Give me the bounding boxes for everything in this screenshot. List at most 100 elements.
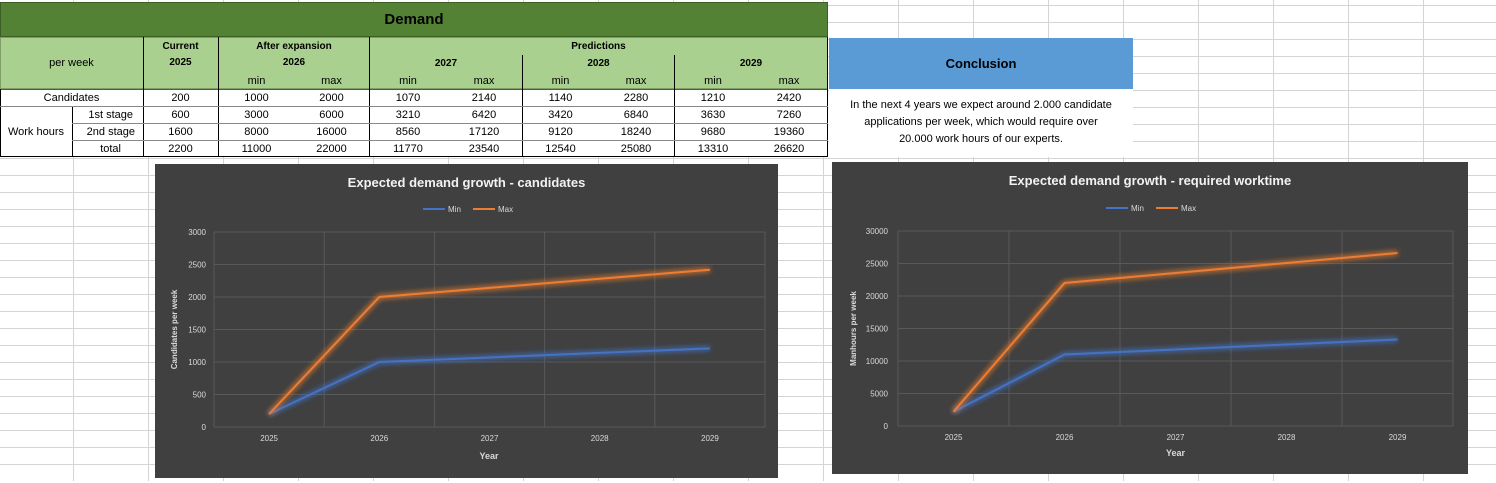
stage2-cell[interactable]: 16000 [316,125,347,138]
total-cell[interactable]: 22000 [316,142,347,155]
y-tick-label: 5000 [870,390,888,399]
max-header[interactable]: max [625,74,647,87]
stage2-cell[interactable]: 9120 [548,125,573,138]
x-tick-label: 2029 [701,434,719,443]
y-tick-label: 3000 [188,228,206,237]
x-tick-label: 2027 [1167,433,1185,442]
y-tick-label: 25000 [866,260,889,269]
year-2027-header[interactable]: 2027 [434,58,458,69]
candidates-cell[interactable]: 2420 [776,91,802,104]
min-header[interactable]: min [247,74,266,87]
candidates-cell[interactable]: 1210 [700,91,726,104]
predictions-header[interactable]: Predictions [571,41,626,52]
stage2-cell[interactable]: 9680 [700,125,726,138]
candidates-cell[interactable]: 2280 [623,91,649,104]
legend-label[interactable]: Max [498,205,513,214]
conclusion-line-2: applications per week, which would requi… [864,116,1098,128]
min-header[interactable]: min [551,74,570,87]
candidates-cell[interactable]: 1140 [548,91,573,104]
x-tick-label: 2029 [1389,433,1407,442]
conclusion-line-1: In the next 4 years we expect around 2.0… [850,99,1112,111]
expansion-year-header[interactable]: 2026 [282,57,306,68]
total-row-label[interactable]: total [100,142,121,155]
max-header[interactable]: max [778,74,800,87]
total-cell[interactable]: 11000 [241,142,272,155]
candidates-cell[interactable]: 200 [171,91,190,104]
stage2-row-label[interactable]: 2nd stage [86,125,135,138]
stage1-cell[interactable]: 6840 [623,108,649,121]
stage2-cell[interactable]: 19360 [773,125,805,138]
x-tick-label: 2025 [945,433,963,442]
per-week-header[interactable]: per week [49,57,94,69]
total-cell[interactable]: 13310 [697,142,729,155]
series-min-line[interactable] [268,347,710,415]
total-cell[interactable]: 11770 [393,142,423,155]
x-tick-label: 2027 [481,434,499,443]
stage2-cell[interactable]: 17120 [468,125,500,138]
stage1-cell[interactable]: 3630 [700,108,726,121]
series-min-line[interactable] [953,338,1398,413]
y-tick-label: 1500 [188,326,206,335]
total-cell[interactable]: 23540 [468,142,500,155]
stage1-cell[interactable]: 7260 [776,108,802,121]
y-tick-label: 0 [202,423,207,432]
series-max-line[interactable] [268,268,710,415]
total-cell[interactable]: 25080 [620,142,652,155]
chart-candidates-svg: Expected demand growth - candidates Min Ma… [170,175,766,461]
current-year-header[interactable]: 2025 [169,57,192,68]
sheet-title[interactable]: Demand [0,2,828,37]
stage2-cell[interactable]: 8000 [244,125,269,138]
chart-candidates[interactable]: Expected demand growth - candidates Min Ma… [155,164,778,478]
expansion-header[interactable]: After expansion [256,41,332,52]
candidates-cell[interactable]: 1070 [395,91,421,104]
conclusion-text[interactable]: In the next 4 years we expect around 2.0… [829,89,1133,157]
candidates-row-label[interactable]: Candidates [43,91,100,104]
max-header[interactable]: max [321,74,342,87]
chart-title: Expected demand growth - candidates [348,175,586,190]
y-axis-label: Manhours per week [849,291,858,366]
stage2-cell[interactable]: 18240 [620,125,652,138]
y-tick-label: 15000 [866,325,889,334]
table-header [0,37,828,89]
series-max-line[interactable] [952,251,1398,413]
total-cell[interactable]: 12540 [545,142,576,155]
stage1-cell[interactable]: 3420 [548,108,573,121]
x-axis-label: Year [479,451,499,461]
candidates-cell[interactable]: 2000 [319,91,344,104]
total-cell[interactable]: 26620 [773,142,805,155]
y-tick-label: 500 [193,391,207,400]
x-tick-label: 2028 [591,434,609,443]
total-cell[interactable]: 2200 [168,142,193,155]
x-tick-label: 2026 [370,434,388,443]
legend-label[interactable]: Min [1131,204,1144,213]
legend-label[interactable]: Min [448,205,461,214]
stage1-cell[interactable]: 6420 [471,108,497,121]
stage2-cell[interactable]: 8560 [395,125,421,138]
candidates-cell[interactable]: 2140 [471,91,497,104]
stage2-cell[interactable]: 1600 [168,125,193,138]
chart-worktime[interactable]: Expected demand growth - required workti… [832,162,1468,474]
x-tick-label: 2025 [260,434,278,443]
conclusion-title[interactable]: Conclusion [829,38,1133,89]
year-2028-header[interactable]: 2028 [587,58,610,69]
work-hours-row-label[interactable]: Work hours [7,125,65,138]
year-2029-header[interactable]: 2029 [739,58,763,69]
min-header[interactable]: min [399,74,417,87]
y-tick-label: 1000 [188,358,206,367]
x-tick-label: 2026 [1056,433,1074,442]
stage1-cell[interactable]: 6000 [319,108,344,121]
min-header[interactable]: min [704,74,722,87]
conclusion-line-3: 20.000 work hours of our experts. [899,133,1063,145]
candidates-cell[interactable]: 1000 [244,91,269,104]
x-tick-label: 2028 [1278,433,1296,442]
max-header[interactable]: max [473,74,495,87]
x-axis-label: Year [1166,448,1186,458]
current-header[interactable]: Current [162,41,199,52]
legend-label[interactable]: Max [1181,204,1196,213]
chart-title: Expected demand growth - required workti… [1009,173,1291,188]
stage1-cell[interactable]: 3210 [395,108,421,121]
stage1-row-label[interactable]: 1st stage [88,108,133,121]
stage1-cell[interactable]: 600 [171,108,190,121]
stage1-cell[interactable]: 3000 [244,108,269,121]
y-tick-label: 10000 [866,357,889,366]
